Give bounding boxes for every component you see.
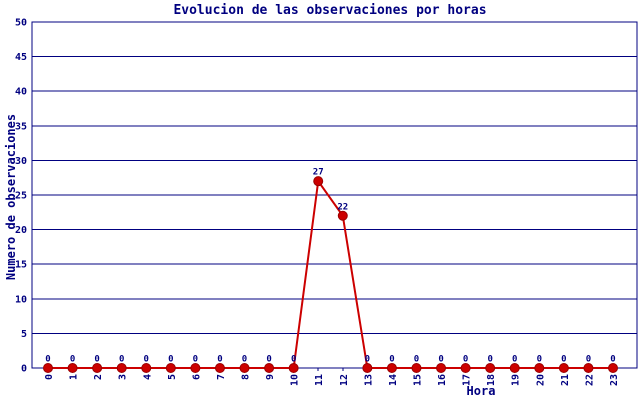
data-point — [165, 363, 176, 373]
y-tick-label: 0 — [21, 364, 27, 375]
value-label: 0 — [266, 355, 271, 365]
plot-border — [31, 21, 638, 369]
value-label: 0 — [537, 355, 542, 365]
x-tick-label: 6 — [191, 374, 202, 380]
x-tick-label: 4 — [142, 374, 153, 380]
data-point — [239, 363, 250, 373]
data-point — [558, 363, 569, 373]
data-line — [48, 178, 613, 369]
data-point — [288, 363, 299, 373]
value-label: 0 — [168, 355, 173, 365]
data-point — [386, 363, 397, 373]
x-tick-label: 13 — [363, 374, 374, 386]
x-tick-label: 5 — [167, 374, 178, 380]
x-tick-label: 9 — [265, 374, 276, 380]
data-point — [264, 363, 275, 373]
data-point — [190, 363, 201, 373]
value-label: 22 — [337, 202, 348, 212]
x-tick-label: 23 — [609, 374, 620, 386]
y-tick-label: 5 — [21, 329, 27, 340]
value-label: 0 — [291, 355, 296, 365]
x-tick-label: 3 — [118, 374, 129, 380]
value-label: 0 — [242, 355, 247, 365]
x-tick-label: 2 — [93, 374, 104, 380]
y-tick-label: 30 — [15, 156, 27, 167]
y-tick-label: 10 — [15, 294, 27, 305]
data-point — [43, 363, 53, 373]
x-tick-label: 7 — [216, 374, 227, 380]
x-tick-label: 22 — [584, 374, 595, 386]
data-point — [67, 363, 78, 373]
gridlines — [32, 56, 637, 334]
x-tick-label: 20 — [535, 374, 546, 386]
x-tick-label: 18 — [486, 374, 497, 386]
y-tick-label: 45 — [15, 52, 27, 63]
y-tick-label: 20 — [15, 225, 27, 236]
data-point — [92, 363, 103, 373]
value-label: 0 — [217, 355, 222, 365]
x-axis-title: Hora — [467, 384, 496, 398]
value-label: 0 — [119, 355, 124, 365]
data-point — [313, 176, 324, 187]
value-label: 0 — [193, 355, 198, 365]
data-point — [460, 363, 471, 373]
chart-title: Evolucion de las observaciones por horas — [173, 3, 486, 18]
data-point — [583, 363, 594, 373]
value-label: 0 — [512, 355, 517, 365]
x-tick-label: 10 — [290, 374, 301, 386]
x-tick-label: 12 — [339, 374, 350, 386]
value-label: 0 — [438, 355, 443, 365]
value-label: 27 — [313, 168, 324, 178]
value-label: 0 — [365, 355, 370, 365]
x-tick-label: 11 — [314, 374, 325, 386]
x-tick-label: 1 — [69, 374, 80, 380]
x-tick-label: 21 — [560, 374, 571, 386]
value-label: 0 — [70, 355, 75, 365]
data-point — [608, 363, 618, 373]
x-tick-label: 14 — [388, 374, 399, 386]
y-tick-label: 15 — [15, 260, 27, 271]
value-label: 0 — [414, 355, 419, 365]
data-point — [116, 363, 127, 373]
x-tick-label: 17 — [462, 374, 473, 386]
data-point — [214, 363, 225, 373]
value-label: 0 — [561, 355, 566, 365]
data-series — [43, 176, 618, 373]
x-tick-label: 19 — [511, 374, 522, 386]
y-axis-title: Numero de observaciones — [4, 114, 18, 280]
y-tick-label: 40 — [15, 87, 27, 98]
value-label: 0 — [94, 355, 99, 365]
data-point — [509, 363, 520, 373]
value-label: 0 — [463, 355, 468, 365]
x-tick-label: 15 — [412, 374, 423, 386]
data-point — [141, 363, 152, 373]
value-label: 0 — [487, 355, 492, 365]
data-point — [436, 363, 447, 373]
point-labels: 0 0 0 0 0 0 0 0 0 0 0 27 22 0 0 0 0 0 0 0 0 0 0 0 — [45, 168, 615, 365]
data-point — [337, 210, 348, 221]
value-label: 0 — [610, 355, 615, 365]
x-tick-label: 0 — [44, 374, 55, 380]
data-point — [362, 363, 373, 373]
value-label: 0 — [45, 355, 50, 365]
y-tick-label: 35 — [15, 121, 27, 132]
value-label: 0 — [586, 355, 591, 365]
data-point — [485, 363, 496, 373]
value-label: 0 — [389, 355, 394, 365]
x-tick-label: 16 — [437, 374, 448, 386]
value-label: 0 — [144, 355, 149, 365]
x-tick-label: 8 — [241, 374, 252, 380]
data-point — [534, 363, 545, 373]
y-tick-label: 25 — [15, 191, 27, 202]
y-tick-label: 50 — [15, 18, 27, 29]
data-point — [411, 363, 422, 373]
